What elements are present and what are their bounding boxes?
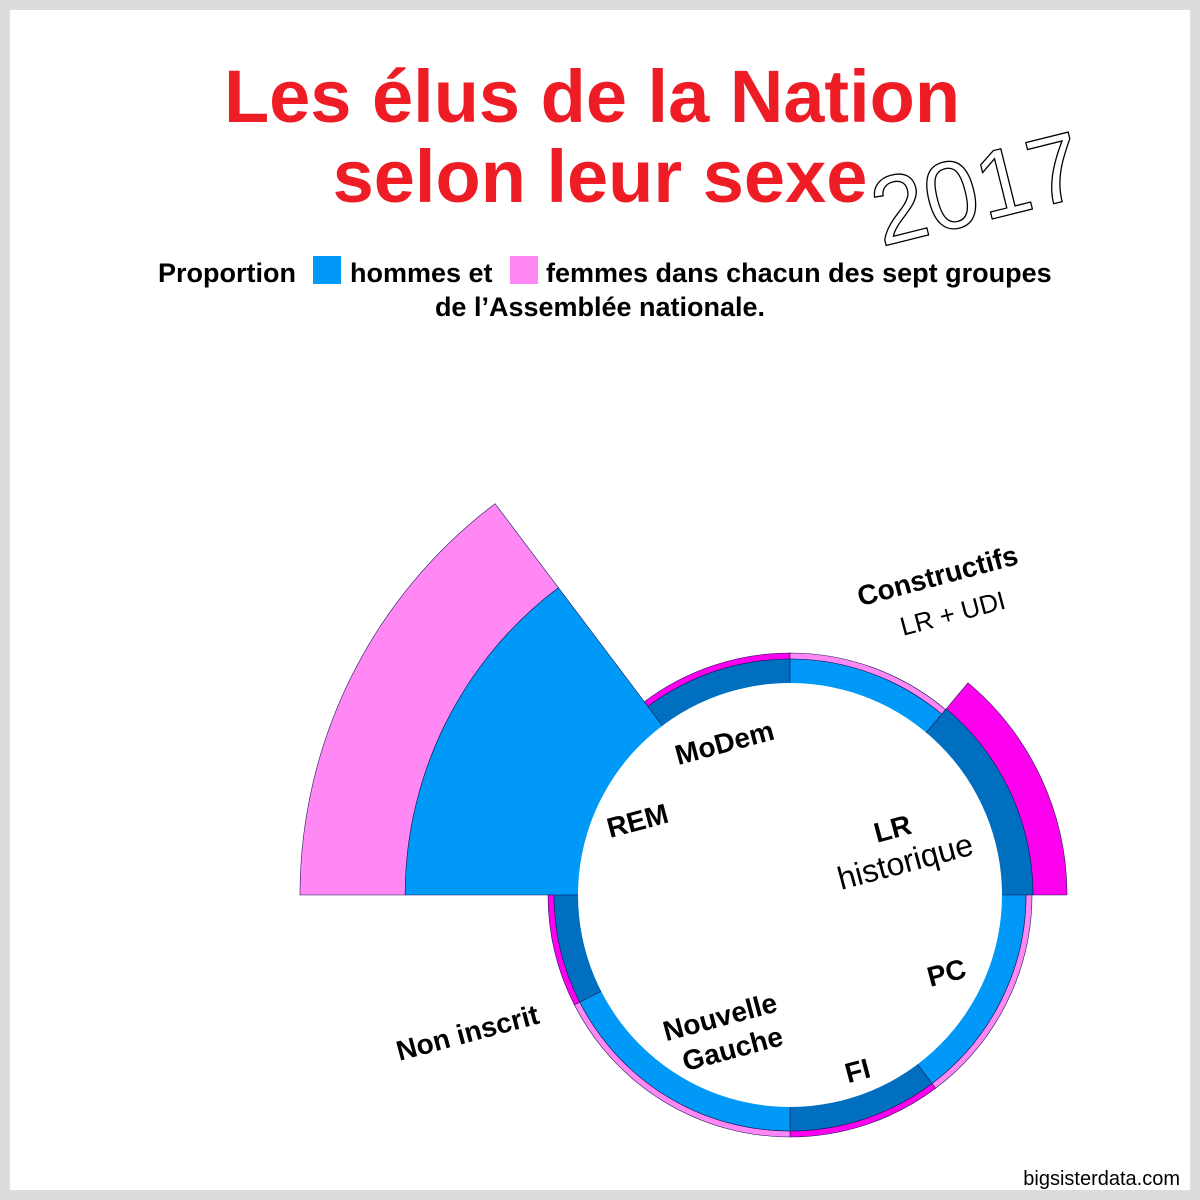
- subtitle-women: femmes dans chacun des sept groupes: [546, 258, 1052, 288]
- center-disc: [578, 683, 1002, 1107]
- source-credit: bigsisterdata.com: [1023, 1168, 1180, 1190]
- group-label-non-inscrit: Non inscrit: [393, 999, 542, 1067]
- subtitle-proportion: Proportion: [158, 258, 296, 288]
- legend-swatch-men: [313, 256, 341, 284]
- year-label: 2017: [861, 111, 1094, 266]
- subtitle-line2: de l’Assemblée nationale.: [435, 292, 765, 322]
- chart-title-line1: Les élus de la Nation: [224, 55, 960, 138]
- subtitle-men: hommes et: [350, 258, 493, 288]
- chart-title-line2: selon leur sexe: [333, 135, 868, 218]
- legend-swatch-women: [510, 256, 538, 284]
